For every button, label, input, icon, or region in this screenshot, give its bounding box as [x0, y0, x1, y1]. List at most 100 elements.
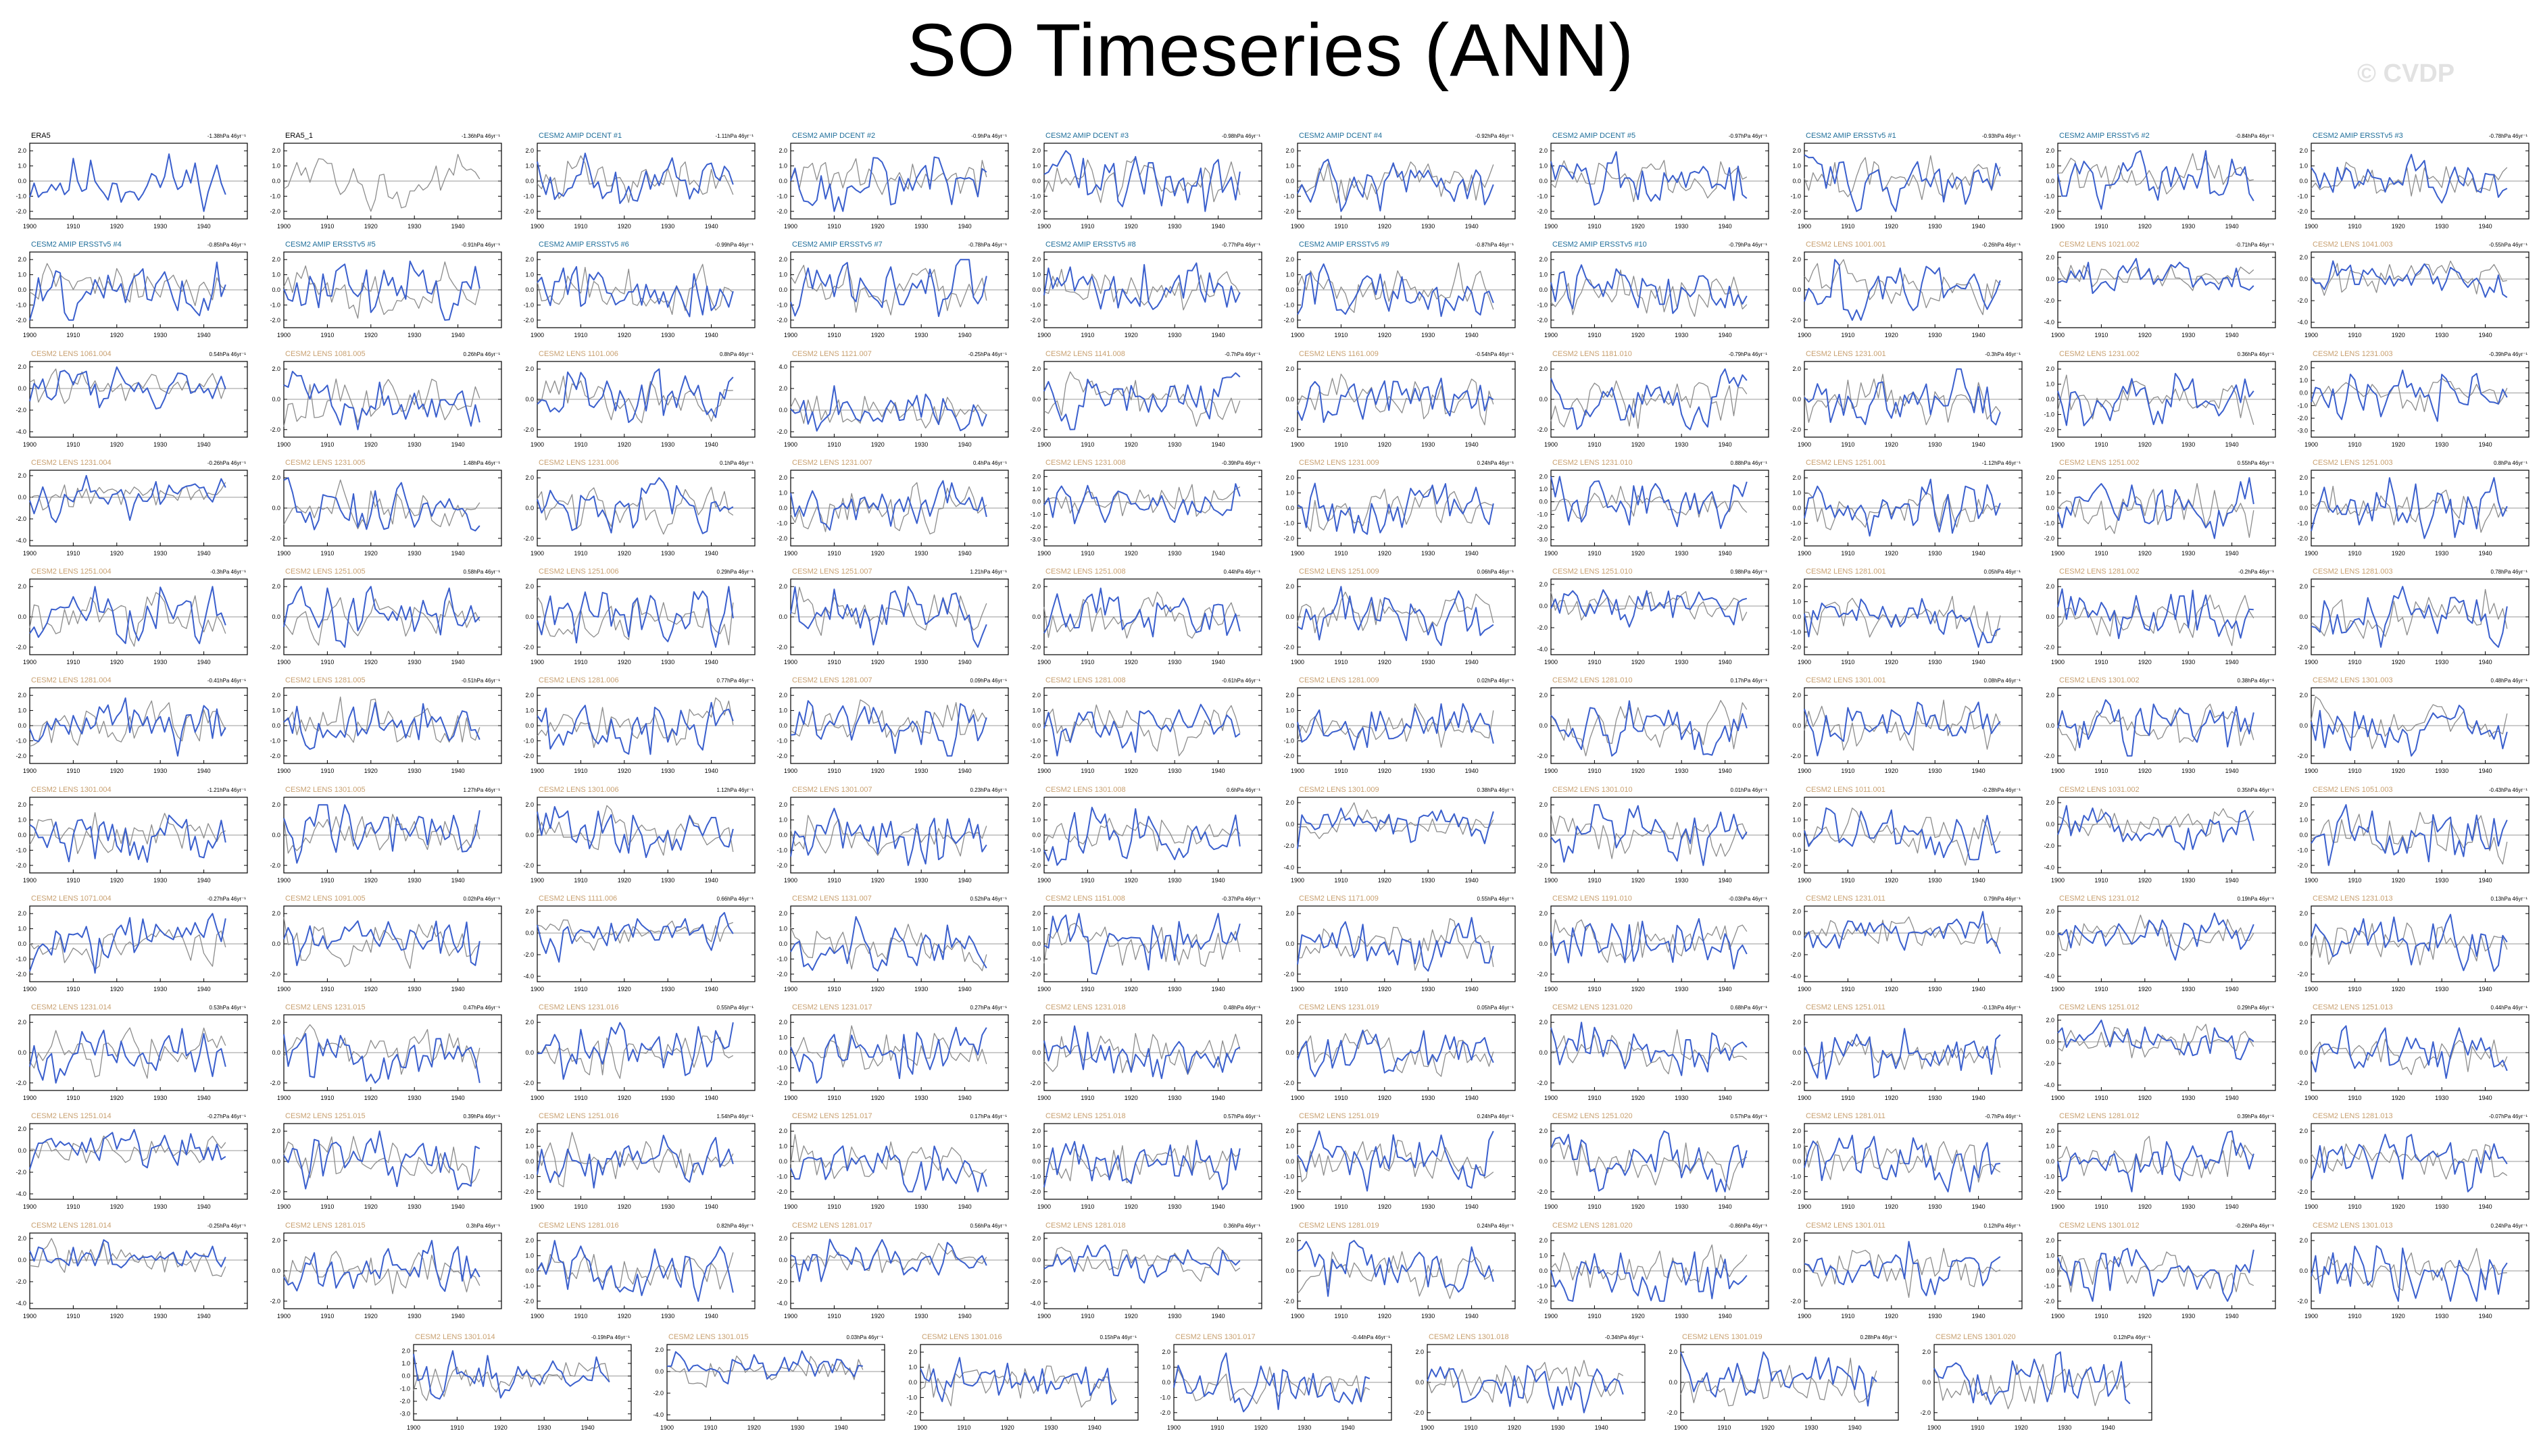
model-series-line: [1297, 482, 1494, 535]
x-tick-label: 1930: [1168, 223, 1181, 230]
x-tick-label: 1920: [1631, 1095, 1645, 1101]
y-tick-label: 2.0: [18, 583, 26, 590]
y-tick-label: 0.0: [1285, 613, 1294, 620]
page-title: SO Timeseries (ANN): [906, 9, 1635, 92]
panel-trend-label: -0.97hPa 46yr⁻¹: [1729, 133, 1767, 139]
obs-series-line: [1297, 703, 1494, 748]
y-tick-label: -2.0: [523, 317, 534, 324]
obs-series-line: [1297, 1139, 1494, 1182]
y-tick-label: 1.0: [272, 272, 280, 278]
x-tick-label: 1910: [1717, 1424, 1731, 1431]
panel-frame: [1804, 905, 2023, 982]
panel-frame: [2057, 905, 2276, 982]
model-series-line: [283, 477, 480, 532]
panel: CESM2 AMIP DCENT #5 -0.97hPa 46yr⁻¹2.01.0…: [1537, 132, 1769, 230]
model-series-line: [29, 475, 226, 524]
x-tick-label: 1940: [451, 441, 465, 448]
y-tick-label: 2.0: [1792, 692, 1801, 699]
panel-trend-label: -0.26hPa 46yr⁻¹: [1982, 242, 2021, 248]
x-tick-label: 1900: [277, 1095, 291, 1101]
x-tick-label: 1930: [1675, 441, 1688, 448]
panel: CESM2 AMIP DCENT #2 -0.9hPa 46yr⁻¹2.01.00…: [776, 132, 1009, 230]
model-series-line: [1804, 368, 2001, 426]
y-tick-label: 2.0: [1792, 474, 1801, 481]
panel-title: CESM2 LENS 1231.011: [1806, 895, 1885, 903]
x-tick-label: 1940: [1465, 768, 1479, 774]
x-tick-label: 1900: [1291, 223, 1304, 230]
x-tick-label: 1900: [277, 441, 291, 448]
obs-series-line: [1550, 1142, 1748, 1191]
y-tick-label: -1.0: [1283, 301, 1294, 308]
panel-trend-label: 1.48hPa 46yr⁻¹: [464, 460, 501, 466]
x-tick-label: 1900: [531, 441, 544, 448]
x-tick-label: 1900: [1798, 550, 1811, 557]
y-tick-label: 2.0: [2046, 366, 2054, 372]
x-tick-label: 1930: [1168, 986, 1181, 993]
y-tick-label: 0.0: [779, 178, 787, 184]
panel-title: CESM2 LENS 1231.012: [2059, 895, 2140, 903]
x-tick-label: 1940: [2225, 768, 2239, 774]
x-tick-label: 1930: [153, 1095, 167, 1101]
x-tick-label: 1920: [618, 1313, 631, 1320]
panel-trend-label: 0.52hPa 46yr⁻¹: [970, 896, 1008, 902]
panel-trend-label: 0.28hPa 46yr⁻¹: [1860, 1334, 1898, 1340]
panel: ERA5 -1.38hPa 46yr⁻¹2.01.00.0-1.0-2.01900…: [16, 132, 248, 230]
y-tick-label: 1.0: [1792, 490, 1801, 497]
y-tick-label: -2.0: [1030, 1080, 1041, 1086]
x-tick-label: 1900: [23, 986, 36, 993]
model-series-line: [1043, 262, 1241, 310]
y-tick-label: 2.0: [272, 474, 280, 481]
y-tick-label: -2.0: [2297, 644, 2308, 651]
obs-series-line: [1043, 818, 1241, 852]
y-tick-label: 0.0: [2299, 505, 2308, 511]
x-tick-label: 1910: [827, 768, 841, 774]
y-tick-label: -2.0: [1030, 317, 1041, 324]
y-tick-label: -2.0: [1790, 426, 1801, 433]
y-tick-label: -2.0: [16, 1278, 26, 1285]
y-tick-label: 2.0: [18, 472, 26, 479]
panel-title: CESM2 LENS 1031.002: [2059, 786, 2140, 794]
y-tick-label: 0.0: [779, 613, 787, 620]
y-tick-label: 0.0: [2299, 1267, 2308, 1274]
y-tick-label: 2.0: [1285, 1128, 1294, 1134]
panel-trend-label: 0.26hPa 46yr⁻¹: [464, 351, 501, 357]
panel-trend-label: -0.2hPa 46yr⁻¹: [2238, 569, 2274, 575]
y-tick-label: 0.0: [2299, 276, 2308, 282]
model-series-line: [537, 1240, 734, 1302]
y-tick-label: -2.0: [16, 516, 26, 522]
x-tick-label: 1900: [23, 659, 36, 666]
x-tick-label: 1930: [153, 659, 167, 666]
y-tick-label: -2.0: [2044, 951, 2054, 958]
x-tick-label: 1940: [197, 223, 211, 230]
x-tick-label: 1920: [110, 1095, 124, 1101]
panel-title: CESM2 LENS 1301.020: [1935, 1333, 2016, 1341]
y-tick-label: 0.0: [779, 940, 787, 947]
y-tick-label: 1.0: [525, 163, 534, 170]
model-series-line: [2311, 1134, 2508, 1193]
model-series-line: [537, 805, 734, 859]
obs-series-line: [2311, 260, 2507, 296]
y-tick-label: 2.0: [1539, 473, 1548, 480]
x-tick-label: 1920: [364, 659, 378, 666]
x-tick-label: 1930: [1675, 332, 1688, 338]
y-tick-label: 2.0: [1032, 801, 1041, 808]
y-tick-label: 0.0: [525, 396, 534, 403]
x-tick-label: 1920: [1378, 332, 1391, 338]
panel-title: CESM2 AMIP ERSSTv5 #7: [792, 241, 883, 249]
y-tick-label: -2.0: [2297, 535, 2308, 542]
x-tick-label: 1910: [1841, 550, 1854, 557]
x-tick-label: 1930: [1168, 332, 1181, 338]
model-series-line: [2057, 150, 2254, 210]
x-tick-label: 1910: [1841, 1313, 1854, 1320]
panel-title: CESM2 LENS 1251.002: [2059, 459, 2140, 467]
y-tick-label: -1.0: [776, 520, 787, 526]
y-tick-label: 0.0: [1539, 1267, 1548, 1274]
x-tick-label: 1910: [2348, 1313, 2361, 1320]
panel-title: CESM2 LENS 1301.019: [1682, 1333, 1762, 1341]
obs-series-line: [537, 697, 734, 749]
y-tick-label: 2.0: [1792, 583, 1801, 590]
obs-series-line: [413, 1362, 610, 1401]
x-tick-label: 1940: [705, 332, 718, 338]
y-tick-label: -2.0: [2297, 1298, 2308, 1305]
panel: CESM2 LENS 1231.019 0.05hPa 46yr⁻¹2.00.0-…: [1283, 1003, 1516, 1101]
